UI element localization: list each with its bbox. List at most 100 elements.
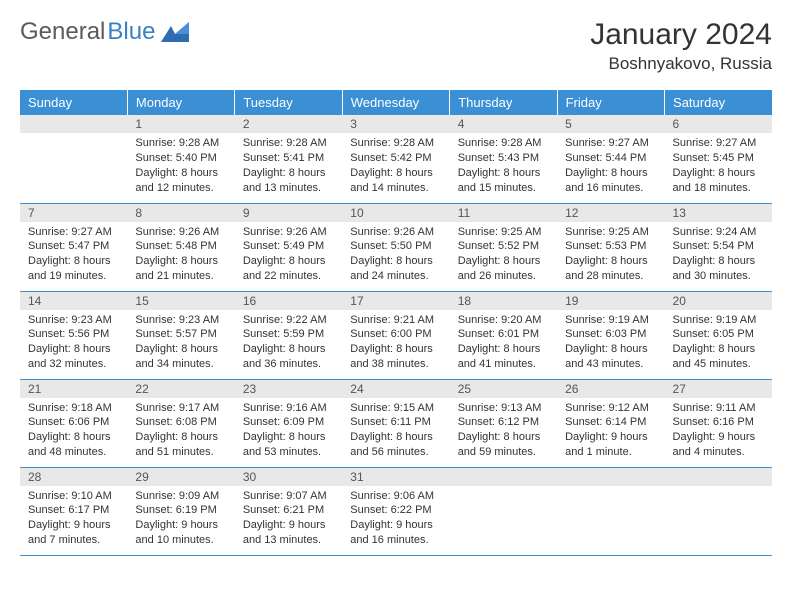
sunrise-text: Sunrise: 9:16 AM <box>243 401 334 416</box>
day-content: Sunrise: 9:28 AMSunset: 5:40 PMDaylight:… <box>127 133 234 199</box>
day-content: Sunrise: 9:22 AMSunset: 5:59 PMDaylight:… <box>235 310 342 376</box>
sunset-text: Sunset: 6:17 PM <box>28 503 119 518</box>
day-content: Sunrise: 9:24 AMSunset: 5:54 PMDaylight:… <box>665 222 772 288</box>
daylight-text: Daylight: 8 hours and 12 minutes. <box>135 166 226 196</box>
calendar-cell: 20Sunrise: 9:19 AMSunset: 6:05 PMDayligh… <box>665 291 772 379</box>
sunrise-text: Sunrise: 9:11 AM <box>673 401 764 416</box>
empty-day <box>20 115 127 133</box>
logo-text-1: General <box>20 18 105 46</box>
calendar-cell: 3Sunrise: 9:28 AMSunset: 5:42 PMDaylight… <box>342 115 449 203</box>
day-number: 15 <box>127 292 234 310</box>
day-content: Sunrise: 9:25 AMSunset: 5:52 PMDaylight:… <box>450 222 557 288</box>
daylight-text: Daylight: 8 hours and 22 minutes. <box>243 254 334 284</box>
calendar-body: 1Sunrise: 9:28 AMSunset: 5:40 PMDaylight… <box>20 115 772 555</box>
weekday-header: Saturday <box>665 90 772 115</box>
day-number: 17 <box>342 292 449 310</box>
day-content: Sunrise: 9:18 AMSunset: 6:06 PMDaylight:… <box>20 398 127 464</box>
sunrise-text: Sunrise: 9:19 AM <box>673 313 764 328</box>
day-number: 23 <box>235 380 342 398</box>
sunset-text: Sunset: 6:05 PM <box>673 327 764 342</box>
calendar-week-row: 28Sunrise: 9:10 AMSunset: 6:17 PMDayligh… <box>20 467 772 555</box>
sunrise-text: Sunrise: 9:07 AM <box>243 489 334 504</box>
daylight-text: Daylight: 8 hours and 59 minutes. <box>458 430 549 460</box>
weekday-header: Friday <box>557 90 664 115</box>
sunrise-text: Sunrise: 9:25 AM <box>565 225 656 240</box>
day-number: 29 <box>127 468 234 486</box>
calendar-cell: 19Sunrise: 9:19 AMSunset: 6:03 PMDayligh… <box>557 291 664 379</box>
calendar-cell <box>665 467 772 555</box>
sunset-text: Sunset: 5:47 PM <box>28 239 119 254</box>
day-content: Sunrise: 9:26 AMSunset: 5:48 PMDaylight:… <box>127 222 234 288</box>
calendar-cell: 11Sunrise: 9:25 AMSunset: 5:52 PMDayligh… <box>450 203 557 291</box>
calendar-cell: 2Sunrise: 9:28 AMSunset: 5:41 PMDaylight… <box>235 115 342 203</box>
sunset-text: Sunset: 6:16 PM <box>673 415 764 430</box>
sunrise-text: Sunrise: 9:20 AM <box>458 313 549 328</box>
sunset-text: Sunset: 6:11 PM <box>350 415 441 430</box>
empty-day <box>450 468 557 486</box>
sunrise-text: Sunrise: 9:15 AM <box>350 401 441 416</box>
daylight-text: Daylight: 8 hours and 21 minutes. <box>135 254 226 284</box>
sunrise-text: Sunrise: 9:21 AM <box>350 313 441 328</box>
daylight-text: Daylight: 9 hours and 13 minutes. <box>243 518 334 548</box>
page-header: GeneralBlue January 2024 Boshnyakovo, Ru… <box>20 18 772 74</box>
calendar-cell: 21Sunrise: 9:18 AMSunset: 6:06 PMDayligh… <box>20 379 127 467</box>
calendar-cell: 24Sunrise: 9:15 AMSunset: 6:11 PMDayligh… <box>342 379 449 467</box>
daylight-text: Daylight: 8 hours and 13 minutes. <box>243 166 334 196</box>
sunrise-text: Sunrise: 9:27 AM <box>28 225 119 240</box>
daylight-text: Daylight: 9 hours and 10 minutes. <box>135 518 226 548</box>
day-number: 16 <box>235 292 342 310</box>
calendar-cell: 4Sunrise: 9:28 AMSunset: 5:43 PMDaylight… <box>450 115 557 203</box>
sunrise-text: Sunrise: 9:10 AM <box>28 489 119 504</box>
sunrise-text: Sunrise: 9:09 AM <box>135 489 226 504</box>
daylight-text: Daylight: 8 hours and 45 minutes. <box>673 342 764 372</box>
sunrise-text: Sunrise: 9:27 AM <box>565 136 656 151</box>
sunset-text: Sunset: 6:03 PM <box>565 327 656 342</box>
day-number: 7 <box>20 204 127 222</box>
calendar-cell: 26Sunrise: 9:12 AMSunset: 6:14 PMDayligh… <box>557 379 664 467</box>
sunrise-text: Sunrise: 9:28 AM <box>458 136 549 151</box>
sunset-text: Sunset: 6:00 PM <box>350 327 441 342</box>
day-content: Sunrise: 9:10 AMSunset: 6:17 PMDaylight:… <box>20 486 127 552</box>
sunset-text: Sunset: 6:06 PM <box>28 415 119 430</box>
day-number: 1 <box>127 115 234 133</box>
sunrise-text: Sunrise: 9:27 AM <box>673 136 764 151</box>
daylight-text: Daylight: 8 hours and 34 minutes. <box>135 342 226 372</box>
day-content: Sunrise: 9:21 AMSunset: 6:00 PMDaylight:… <box>342 310 449 376</box>
daylight-text: Daylight: 8 hours and 32 minutes. <box>28 342 119 372</box>
daylight-text: Daylight: 8 hours and 53 minutes. <box>243 430 334 460</box>
daylight-text: Daylight: 8 hours and 41 minutes. <box>458 342 549 372</box>
sunset-text: Sunset: 5:57 PM <box>135 327 226 342</box>
sunrise-text: Sunrise: 9:25 AM <box>458 225 549 240</box>
sunset-text: Sunset: 5:48 PM <box>135 239 226 254</box>
day-content: Sunrise: 9:13 AMSunset: 6:12 PMDaylight:… <box>450 398 557 464</box>
calendar-table: Sunday Monday Tuesday Wednesday Thursday… <box>20 90 772 556</box>
day-number: 18 <box>450 292 557 310</box>
daylight-text: Daylight: 8 hours and 15 minutes. <box>458 166 549 196</box>
day-content: Sunrise: 9:07 AMSunset: 6:21 PMDaylight:… <box>235 486 342 552</box>
sunrise-text: Sunrise: 9:28 AM <box>135 136 226 151</box>
sunrise-text: Sunrise: 9:24 AM <box>673 225 764 240</box>
weekday-header: Thursday <box>450 90 557 115</box>
day-content: Sunrise: 9:27 AMSunset: 5:45 PMDaylight:… <box>665 133 772 199</box>
sunset-text: Sunset: 5:42 PM <box>350 151 441 166</box>
sunrise-text: Sunrise: 9:23 AM <box>28 313 119 328</box>
day-content: Sunrise: 9:23 AMSunset: 5:57 PMDaylight:… <box>127 310 234 376</box>
calendar-week-row: 1Sunrise: 9:28 AMSunset: 5:40 PMDaylight… <box>20 115 772 203</box>
calendar-cell: 14Sunrise: 9:23 AMSunset: 5:56 PMDayligh… <box>20 291 127 379</box>
daylight-text: Daylight: 8 hours and 48 minutes. <box>28 430 119 460</box>
day-content: Sunrise: 9:11 AMSunset: 6:16 PMDaylight:… <box>665 398 772 464</box>
weekday-header: Tuesday <box>235 90 342 115</box>
sunrise-text: Sunrise: 9:22 AM <box>243 313 334 328</box>
daylight-text: Daylight: 8 hours and 56 minutes. <box>350 430 441 460</box>
calendar-cell: 17Sunrise: 9:21 AMSunset: 6:00 PMDayligh… <box>342 291 449 379</box>
day-content: Sunrise: 9:26 AMSunset: 5:50 PMDaylight:… <box>342 222 449 288</box>
calendar-cell: 30Sunrise: 9:07 AMSunset: 6:21 PMDayligh… <box>235 467 342 555</box>
daylight-text: Daylight: 8 hours and 30 minutes. <box>673 254 764 284</box>
day-number: 8 <box>127 204 234 222</box>
day-content: Sunrise: 9:23 AMSunset: 5:56 PMDaylight:… <box>20 310 127 376</box>
day-number: 19 <box>557 292 664 310</box>
sunrise-text: Sunrise: 9:26 AM <box>350 225 441 240</box>
day-number: 9 <box>235 204 342 222</box>
calendar-cell: 31Sunrise: 9:06 AMSunset: 6:22 PMDayligh… <box>342 467 449 555</box>
sunrise-text: Sunrise: 9:17 AM <box>135 401 226 416</box>
